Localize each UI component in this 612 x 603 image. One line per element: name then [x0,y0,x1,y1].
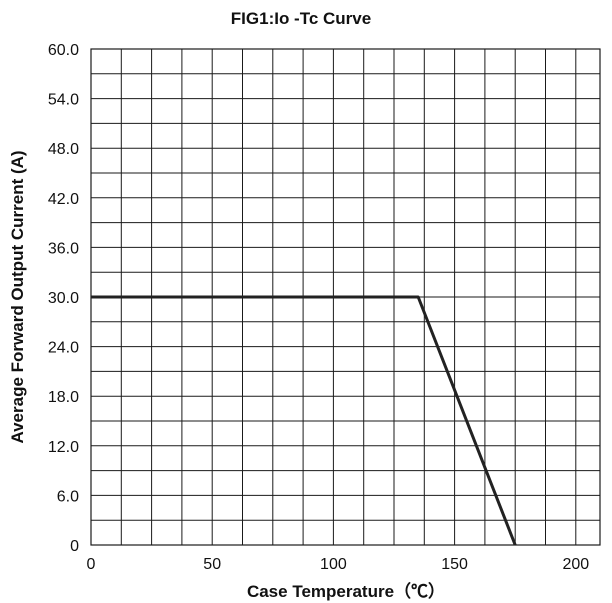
chart-title: FIG1:Io -Tc Curve [231,9,371,28]
x-tick-label: 200 [562,556,589,573]
series-layer [91,295,517,546]
y-tick-label: 12.0 [48,439,79,456]
y-tick-label: 6.0 [57,488,79,505]
x-tick-label: 100 [320,556,347,573]
x-tick-label: 0 [87,556,96,573]
x-tick-label: 150 [441,556,468,573]
y-axis-ticks: 0 6.0 12.0 18.0 24.0 30.0 36.0 42.0 48.0 54.0 60.0 [48,42,79,555]
y-tick-label: 54.0 [48,92,79,109]
y-tick-label: 18.0 [48,389,79,406]
y-tick-label: 42.0 [48,191,79,208]
x-tick-label: 50 [203,556,221,573]
grid-lines [91,49,600,545]
y-tick-label: 60.0 [48,42,79,59]
x-axis-label: Case Temperature（℃） [247,581,445,601]
y-tick-label: 30.0 [48,290,79,307]
y-axis-label: Average Forward Output Current (A) [8,150,27,443]
y-tick-label: 0 [70,538,79,555]
io-tc-curve [91,295,517,546]
y-tick-label: 48.0 [48,141,79,158]
y-tick-label: 36.0 [48,240,79,257]
x-axis-ticks: 0 50 100 150 200 [87,556,590,573]
y-tick-label: 24.0 [48,340,79,357]
